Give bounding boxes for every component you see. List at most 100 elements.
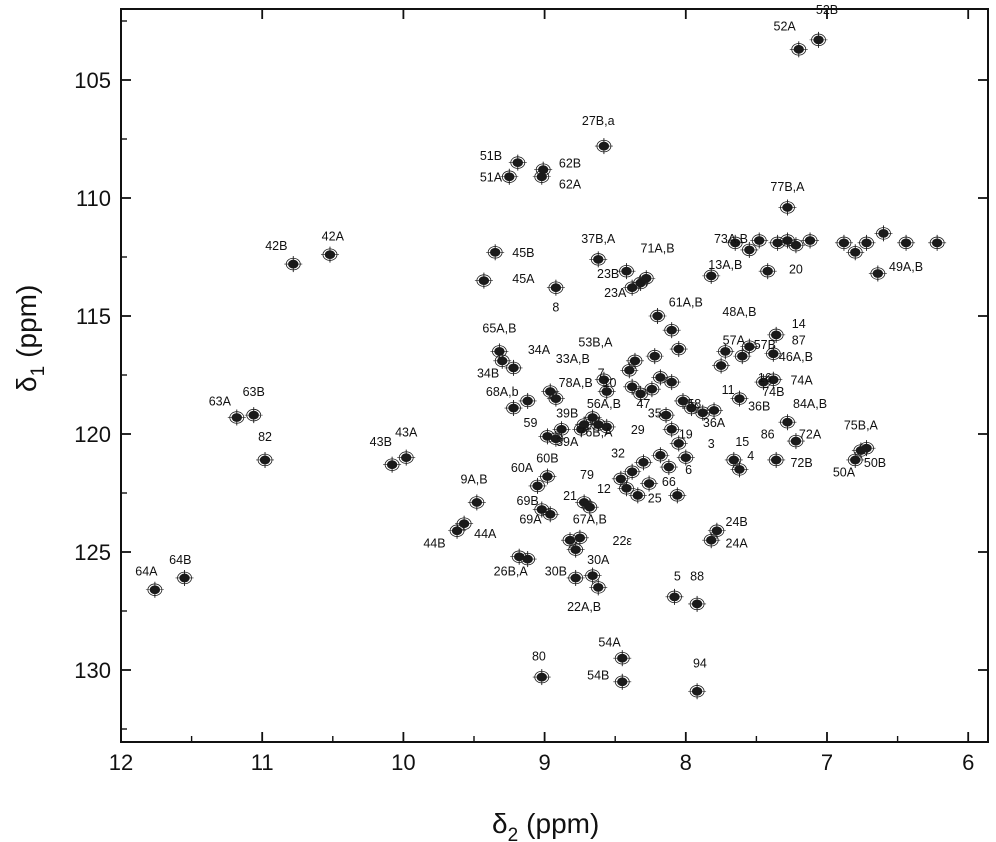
peak — [874, 225, 893, 242]
peak — [455, 515, 474, 532]
peak — [702, 532, 721, 549]
peak-label: 84A,B — [793, 397, 827, 411]
peak — [662, 374, 681, 391]
peak — [778, 414, 797, 431]
peak-label: 12 — [597, 482, 611, 496]
peak-label: 35 — [648, 406, 662, 420]
peak — [623, 378, 642, 395]
peak-label: 72B — [790, 456, 812, 470]
peak-label: 66 — [662, 475, 676, 489]
peak — [740, 338, 759, 355]
peak-label: 50B — [864, 456, 886, 470]
peak — [580, 499, 599, 516]
peak — [642, 381, 661, 398]
y-tick-label: 125 — [74, 540, 111, 565]
x-tick-label: 7 — [821, 750, 833, 775]
peak-label: 7 — [598, 366, 605, 380]
peak — [868, 265, 887, 282]
peak — [284, 256, 303, 273]
peak-label: 20 — [789, 263, 803, 277]
peak-label: 62B — [559, 156, 581, 170]
peak-label: 34B — [477, 366, 499, 380]
peak — [631, 385, 650, 402]
peak — [801, 232, 820, 249]
peak — [518, 551, 537, 568]
y-tick-label: 115 — [76, 304, 111, 329]
peak-label: 29 — [631, 423, 645, 437]
peak-label: 87 — [792, 333, 806, 347]
peak — [611, 470, 630, 487]
peak-label: 25 — [648, 491, 662, 505]
peak — [589, 251, 608, 268]
peak-label: 74B — [762, 385, 784, 399]
peak — [570, 529, 589, 546]
peak-label: 67A,B — [573, 513, 607, 527]
peak-label: 88 — [690, 569, 704, 583]
peak-label: 15 — [735, 435, 749, 449]
peak — [145, 581, 164, 598]
peak-label: 9A,B — [460, 473, 487, 487]
peak — [764, 345, 783, 362]
peak — [597, 418, 616, 435]
peak-label: 16 — [758, 371, 772, 385]
peak — [846, 451, 865, 468]
peak — [623, 463, 642, 480]
peaks-layer — [145, 31, 947, 700]
peak-label: 46A,B — [779, 350, 813, 364]
peak-label: 71A,B — [641, 241, 675, 255]
peak-label: 22A,B — [567, 600, 601, 614]
peak — [688, 595, 707, 612]
peak — [256, 451, 275, 468]
peak-label: 69B — [517, 494, 539, 508]
peak — [897, 234, 916, 251]
peak — [767, 451, 786, 468]
peak-label: 54B — [587, 668, 609, 682]
peak-label: 60A — [511, 461, 534, 475]
peak — [504, 400, 523, 417]
peak-label: 79 — [580, 468, 594, 482]
peak-label: 45A — [512, 272, 535, 286]
peak — [518, 392, 537, 409]
peak — [500, 168, 519, 185]
peak — [467, 494, 486, 511]
peak-label: 42B — [265, 239, 287, 253]
y-tick-label: 120 — [74, 422, 111, 447]
peak — [528, 477, 547, 494]
peak-label: 94 — [693, 657, 707, 671]
peak-label: 8 — [552, 300, 559, 314]
peak-label: 13A,B — [708, 258, 742, 272]
peak — [474, 272, 493, 289]
peak-label: 42A — [322, 229, 345, 243]
peak — [589, 579, 608, 596]
peak-label: 6 — [685, 463, 692, 477]
peak — [730, 461, 749, 478]
peak-label: 10 — [603, 376, 617, 390]
y-tick-label: 105 — [74, 68, 111, 93]
y-axis: 105 110 115 120 125 130 — [74, 20, 988, 730]
peak — [764, 371, 783, 388]
peak-label: 50A — [833, 465, 856, 479]
peak — [662, 421, 681, 438]
y-tick-label: 110 — [76, 186, 111, 211]
peak — [789, 41, 808, 58]
peak-label: 74A — [790, 373, 813, 387]
peak — [594, 138, 613, 155]
peak-label: 64A — [135, 565, 158, 579]
y-tick-label: 130 — [74, 658, 111, 683]
peak-label: 23B — [597, 267, 619, 281]
peak-label: 78A,B — [559, 376, 593, 390]
peak-label: 48A,B — [722, 305, 756, 319]
peak-label: 4 — [747, 449, 754, 463]
peak-label: 47 — [636, 397, 650, 411]
peak — [682, 400, 701, 417]
peak-label: 54A — [598, 635, 621, 649]
peak-label: 24A — [726, 536, 749, 550]
peak — [705, 402, 724, 419]
peak-label: 39B — [556, 406, 578, 420]
peak-label: 3 — [708, 437, 715, 451]
peak — [928, 234, 947, 251]
peak-label: 24B — [726, 515, 748, 529]
peak — [712, 357, 731, 374]
peak — [634, 454, 653, 471]
